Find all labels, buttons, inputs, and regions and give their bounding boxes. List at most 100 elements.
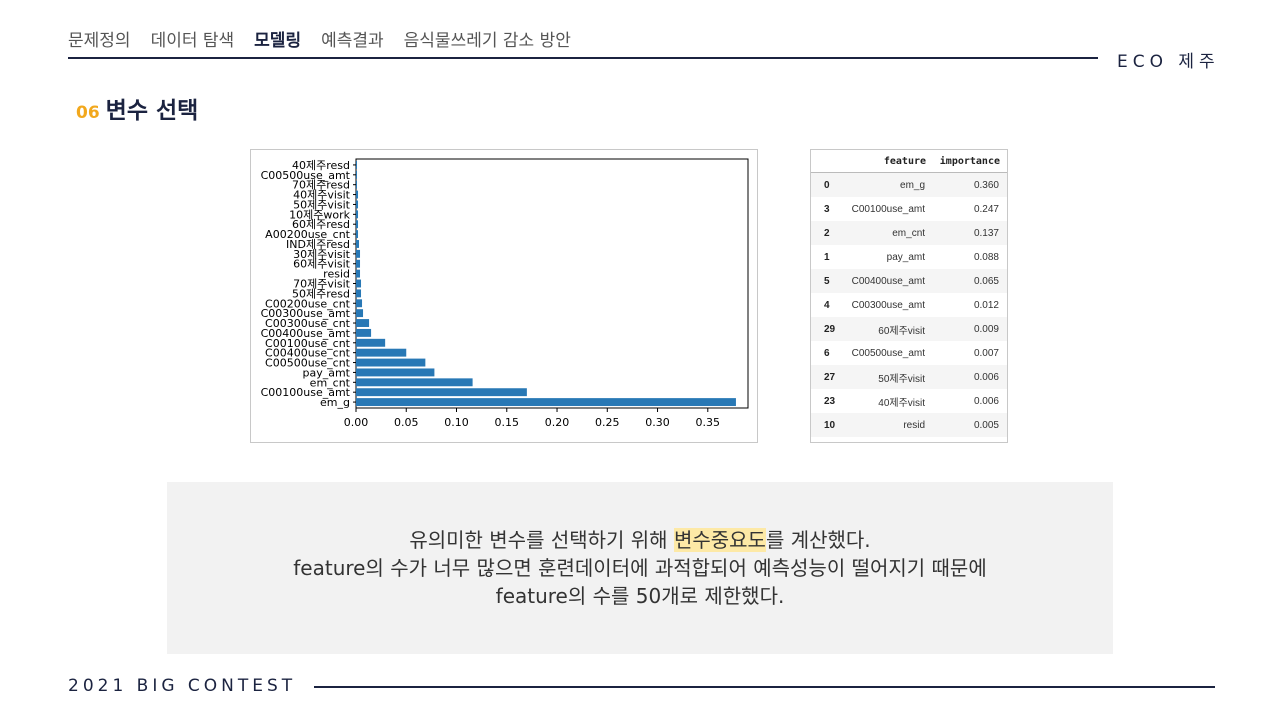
note-line-1-after: 를 계산했다. bbox=[765, 528, 871, 552]
row-feature: 40제주visit bbox=[878, 397, 926, 409]
nav-item-reduction-plan[interactable]: 음식물쓰레기 감소 방안 bbox=[403, 31, 571, 51]
bar bbox=[356, 230, 359, 239]
row-feature: resid bbox=[903, 419, 926, 431]
row-feature: C00100use_amt bbox=[851, 203, 926, 215]
y-tick-label: em_cnt bbox=[310, 376, 351, 389]
x-tick-label: 0.30 bbox=[645, 416, 670, 429]
y-tick-label: pay_amt bbox=[302, 366, 350, 379]
row-importance: 0.012 bbox=[973, 299, 999, 311]
y-tick-label: 60제주resd bbox=[292, 218, 350, 231]
bar bbox=[356, 338, 386, 347]
nav-item-results[interactable]: 예측결과 bbox=[321, 31, 384, 51]
bar bbox=[356, 279, 362, 288]
row-feature: 50제주visit bbox=[878, 373, 926, 385]
y-tick-label: 40제주resd bbox=[292, 159, 350, 172]
bar bbox=[356, 210, 359, 219]
row-importance: 0.009 bbox=[973, 323, 999, 335]
footer-label: 2021 BIG CONTEST bbox=[68, 676, 297, 696]
x-tick-label: 0.10 bbox=[444, 416, 469, 429]
row-importance: 0.137 bbox=[973, 227, 999, 239]
nav-item-problem[interactable]: 문제정의 bbox=[68, 31, 131, 51]
row-index: 0 bbox=[824, 179, 830, 191]
bar bbox=[356, 398, 736, 407]
table-row: 29 60제주visit 0.009 bbox=[811, 317, 1007, 341]
y-tick-label: C00300use_cnt bbox=[265, 317, 351, 330]
row-index: 2 bbox=[824, 227, 830, 239]
y-tick-label: resid bbox=[323, 268, 350, 281]
y-tick-label: C00400use_amt bbox=[261, 327, 351, 340]
section-heading: 06 변수 선택 bbox=[76, 91, 198, 125]
note-line-3: feature의 수를 50개로 제한했다. bbox=[495, 584, 785, 608]
header-divider bbox=[68, 57, 1098, 59]
y-tick-label: C00500use_cnt bbox=[265, 357, 351, 370]
table-header-row: feature importance bbox=[811, 150, 1007, 173]
y-tick-label: C00200use_cnt bbox=[265, 297, 351, 310]
row-importance: 0.006 bbox=[973, 371, 999, 383]
x-tick-label: 0.35 bbox=[696, 416, 721, 429]
row-importance: 0.006 bbox=[973, 395, 999, 407]
importance-table: feature importance 0 em_g 0.360 3 C00100use… bbox=[811, 150, 1007, 437]
row-index: 10 bbox=[824, 419, 836, 431]
row-index: 29 bbox=[824, 323, 836, 335]
row-importance: 0.360 bbox=[973, 179, 999, 191]
table-row: 1 pay_amt 0.088 bbox=[811, 245, 1007, 269]
bar bbox=[356, 269, 361, 278]
nav-item-data-exploration[interactable]: 데이터 탐색 bbox=[150, 31, 235, 51]
y-tick-label: 40제주visit bbox=[293, 189, 351, 202]
bar bbox=[356, 249, 361, 258]
table-row: 6 C00500use_amt 0.007 bbox=[811, 341, 1007, 365]
table-row: 4 C00300use_amt 0.012 bbox=[811, 293, 1007, 317]
brand-label: ECO 제주 bbox=[1117, 52, 1220, 72]
y-tick-label: IND제주resd bbox=[286, 238, 350, 251]
y-tick-label: 70제주visit bbox=[293, 278, 351, 291]
bar bbox=[356, 220, 359, 229]
row-importance: 0.005 bbox=[973, 419, 999, 431]
bar bbox=[356, 309, 364, 318]
nav-item-modeling[interactable]: 모델링 bbox=[254, 31, 302, 51]
x-tick-label: 0.15 bbox=[495, 416, 520, 429]
table-row: 27 50제주visit 0.006 bbox=[811, 365, 1007, 389]
note-line-2: feature의 수가 너무 많으면 훈련데이터에 과적합되어 예측성능이 떨어… bbox=[293, 556, 987, 580]
bar bbox=[356, 299, 363, 308]
row-feature: C00300use_amt bbox=[851, 299, 926, 311]
bar bbox=[356, 200, 359, 209]
table-row: 23 40제주visit 0.006 bbox=[811, 389, 1007, 413]
bar bbox=[356, 240, 360, 248]
bar bbox=[356, 368, 435, 377]
feature-importance-chart: em_g C00100use_amt em_cnt pay_amt C00500use_… bbox=[250, 149, 758, 443]
bar bbox=[356, 180, 358, 189]
table-row: 3 C00100use_amt 0.247 bbox=[811, 197, 1007, 221]
x-tick-label: 0.05 bbox=[394, 416, 419, 429]
table-row: 5 C00400use_amt 0.065 bbox=[811, 269, 1007, 293]
bar bbox=[356, 378, 473, 387]
y-tick-label: C00300use_amt bbox=[261, 307, 351, 320]
row-index: 5 bbox=[824, 275, 830, 287]
importance-table-panel: feature importance 0 em_g 0.360 3 C00100use… bbox=[810, 149, 1008, 443]
row-feature: em_g bbox=[900, 179, 926, 191]
section-number: 06 bbox=[76, 103, 100, 123]
table-header-importance: importance bbox=[933, 150, 1007, 173]
y-tick-label: C00100use_cnt bbox=[265, 337, 351, 350]
note-line-1: 유의미한 변수를 선택하기 위해 변수중요도를 계산했다. bbox=[409, 526, 871, 554]
section-title: 변수 선택 bbox=[105, 98, 199, 124]
y-tick-label: C00100use_amt bbox=[261, 386, 351, 399]
table-row: 2 em_cnt 0.137 bbox=[811, 221, 1007, 245]
note-line-1-before: 유의미한 변수를 선택하기 위해 bbox=[409, 528, 674, 552]
bar bbox=[356, 170, 358, 179]
y-tick-label: 10제주work bbox=[289, 208, 350, 221]
y-tick-label: C00500use_amt bbox=[261, 169, 351, 182]
y-tick-label: C00400use_cnt bbox=[265, 347, 351, 360]
row-index: 27 bbox=[824, 371, 836, 383]
row-index: 1 bbox=[824, 251, 830, 263]
x-tick-label: 0.20 bbox=[545, 416, 570, 429]
table-row: 10 resid 0.005 bbox=[811, 413, 1007, 437]
row-index: 23 bbox=[824, 395, 836, 407]
bar bbox=[356, 348, 407, 357]
row-importance: 0.247 bbox=[973, 203, 999, 215]
row-feature: em_cnt bbox=[892, 227, 926, 239]
y-tick-label: A00200use_cnt bbox=[265, 228, 351, 241]
y-tick-label: 60제주visit bbox=[293, 258, 351, 271]
table-row: 0 em_g 0.360 bbox=[811, 172, 1007, 197]
y-tick-label: em_g bbox=[320, 396, 350, 409]
y-tick-label: 70제주resd bbox=[292, 179, 350, 192]
